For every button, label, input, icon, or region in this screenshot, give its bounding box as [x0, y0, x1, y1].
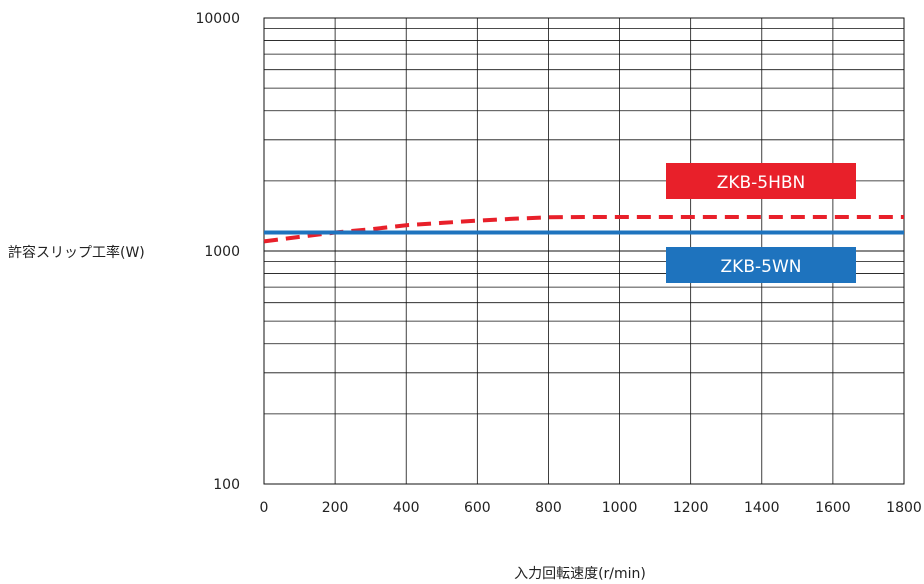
x-tick-label: 200 — [322, 500, 349, 516]
grid — [263, 17, 905, 485]
x-tick-label: 1600 — [815, 500, 851, 516]
legend-box-zkb-5wn — [666, 247, 856, 283]
legend: ZKB-5HBN ZKB-5WN — [666, 163, 856, 283]
y-tick-label: 10000 — [195, 11, 240, 27]
x-tick-label: 800 — [535, 500, 562, 516]
tick-labels: 0 200 400 600 800 1000 1200 1400 1600 1800 100 1000… — [195, 11, 921, 516]
legend-label: ZKB-5WN — [721, 257, 802, 277]
y-axis-title: 許容スリップ工率(W) — [8, 244, 145, 261]
legend-box-zkb-5hbn — [666, 163, 856, 199]
y-tick-label: 100 — [213, 477, 240, 493]
x-tick-label: 400 — [393, 500, 420, 516]
series-line-zkb-5hbn — [263, 214, 904, 244]
x-tick-label: 1000 — [602, 500, 638, 516]
x-tick-label: 1400 — [744, 500, 780, 516]
x-tick-label: 0 — [260, 500, 269, 516]
y-tick-label: 1000 — [204, 244, 240, 260]
x-tick-label: 1800 — [886, 500, 922, 516]
x-axis-title: 入力回転速度(r/min) — [514, 566, 646, 582]
x-tick-label: 600 — [464, 500, 491, 516]
x-tick-label: 1200 — [673, 500, 709, 516]
legend-label: ZKB-5HBN — [717, 173, 806, 193]
series-layer — [263, 214, 904, 244]
